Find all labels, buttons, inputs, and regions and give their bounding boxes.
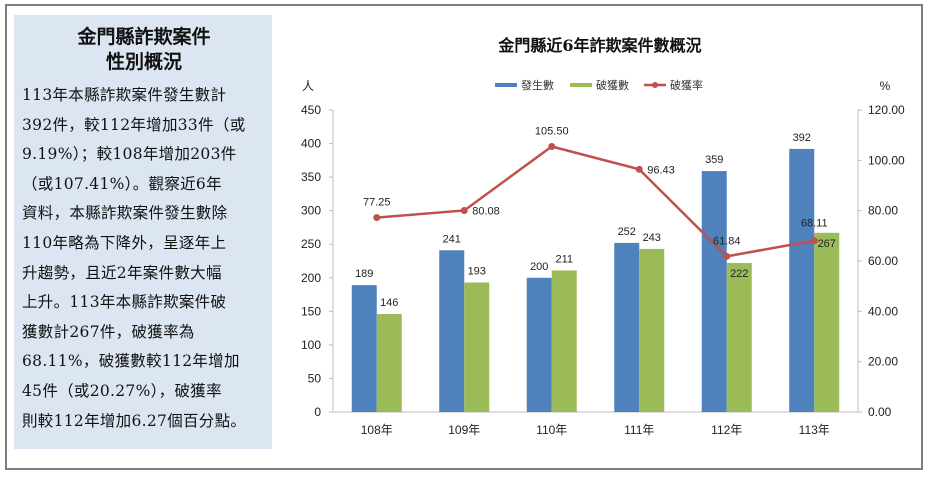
summary-line: 上升。113年本縣詐欺案件破 bbox=[22, 293, 227, 312]
bar-occurrences-label: 189 bbox=[355, 268, 373, 280]
bar-solved bbox=[551, 270, 577, 412]
bar-occurrences-label: 359 bbox=[705, 154, 723, 166]
bar-solved-label: 222 bbox=[730, 268, 748, 280]
rate-marker bbox=[810, 237, 818, 245]
bar-occurrences bbox=[351, 285, 377, 412]
left-axis-tick-label: 0 bbox=[314, 405, 321, 419]
combo-chart: 0 50 100 150 200 250 300 350 400 450 0.00 20.00 40.0… bbox=[301, 78, 905, 437]
legend-label: 破獲數 bbox=[596, 78, 629, 92]
rate-label: 105.50 bbox=[535, 125, 569, 137]
x-axis-category-label: 110年 bbox=[536, 423, 567, 437]
legend-swatch-icon bbox=[495, 83, 517, 87]
bar-solved-label: 193 bbox=[468, 265, 486, 277]
legend-swatch-icon bbox=[570, 83, 592, 87]
x-axis-category-label: 112年 bbox=[711, 423, 742, 437]
x-axis-category-label: 113年 bbox=[799, 423, 830, 437]
legend-label: 發生數 bbox=[521, 78, 554, 92]
right-axis-tick-label: 20.00 bbox=[868, 355, 898, 369]
right-axis-tick-label: 60.00 bbox=[868, 254, 898, 268]
rate-marker bbox=[635, 165, 643, 173]
left-axis-tick-label: 400 bbox=[301, 137, 321, 151]
chart-area: 金門縣近6年詐欺案件數概況 0 50 100 150 200 250 300 350 400 45… bbox=[280, 20, 920, 460]
bar-solved-label: 267 bbox=[818, 238, 836, 250]
rate-marker bbox=[548, 142, 556, 150]
rate-label: 77.25 bbox=[363, 197, 391, 209]
bar-occurrences-label: 241 bbox=[443, 233, 461, 245]
legend-label: 破獲率 bbox=[670, 78, 703, 92]
left-axis-tick-label: 300 bbox=[301, 204, 321, 218]
left-axis-unit: 人 bbox=[302, 79, 314, 93]
rate-label: 80.08 bbox=[472, 205, 500, 217]
left-axis-tick-label: 150 bbox=[301, 304, 321, 318]
right-axis-tick-label: 40.00 bbox=[868, 304, 898, 318]
rate-marker bbox=[460, 206, 468, 214]
rate-label: 68.11 bbox=[801, 218, 828, 230]
left-axis-tick-label: 450 bbox=[301, 103, 321, 117]
summary-title: 金門縣詐欺案件 性別概況 bbox=[22, 25, 266, 75]
bar-occurrences-label: 252 bbox=[618, 226, 636, 238]
rate-label: 61.84 bbox=[713, 235, 741, 247]
rate-line bbox=[376, 145, 815, 258]
chart-title: 金門縣近6年詐欺案件數概況 bbox=[498, 36, 702, 55]
summary-line: 392件，較112年增加33件（或 bbox=[22, 115, 246, 134]
summary-line: （或107.41%）。觀察近6年 bbox=[22, 174, 222, 193]
bar-occurrences bbox=[439, 250, 465, 412]
summary-line: 45件（或20.27%），破獲率 bbox=[22, 381, 222, 400]
summary-text: 113年本縣詐欺案件發生數計 392件，較112年增加33件（或 9.19%）；… bbox=[22, 81, 266, 436]
bar-solved-label: 211 bbox=[555, 253, 573, 265]
rate-marker bbox=[373, 214, 381, 222]
rate-label: 96.43 bbox=[647, 164, 675, 176]
x-axis-category-label: 109年 bbox=[448, 423, 480, 437]
x-axis-category-label: 111年 bbox=[624, 423, 654, 437]
left-axis-tick-label: 350 bbox=[301, 170, 321, 184]
bar-occurrences bbox=[789, 148, 815, 412]
bar-solved bbox=[639, 248, 665, 412]
summary-line: 68.11%，破獲數較112年增加 bbox=[22, 352, 240, 371]
right-axis-tick-label: 100.00 bbox=[868, 153, 905, 167]
summary-line: 110年略為下降外，呈逐年上 bbox=[22, 233, 227, 252]
bar-solved bbox=[464, 282, 490, 412]
summary-line: 資料，本縣詐欺案件發生數除 bbox=[22, 204, 228, 223]
left-axis-tick-label: 200 bbox=[301, 271, 321, 285]
right-axis-tick-label: 80.00 bbox=[868, 204, 898, 218]
left-axis-tick-label: 100 bbox=[301, 338, 321, 352]
summary-panel: 金門縣詐欺案件 性別概況 113年本縣詐欺案件發生數計 392件，較112年增加… bbox=[14, 15, 272, 449]
right-axis-tick-label: 120.00 bbox=[868, 103, 905, 117]
rate-marker bbox=[723, 252, 731, 260]
summary-line: 獲數計267件，破獲率為 bbox=[22, 322, 195, 341]
summary-line: 9.19%）；較108年增加203件 bbox=[22, 145, 237, 164]
bar-solved bbox=[726, 263, 752, 412]
bar-solved-label: 243 bbox=[643, 232, 661, 244]
bar-occurrences-label: 200 bbox=[530, 261, 548, 273]
summary-line: 則較112年增加6.27個百分點。 bbox=[22, 411, 247, 430]
x-axis-category-label: 108年 bbox=[361, 423, 393, 437]
bar-solved-label: 146 bbox=[380, 297, 398, 309]
left-axis-tick-label: 250 bbox=[301, 237, 321, 251]
summary-line: 113年本縣詐欺案件發生數計 bbox=[22, 86, 227, 104]
bar-occurrences bbox=[701, 171, 727, 412]
bar-solved bbox=[376, 314, 402, 412]
bar-solved bbox=[814, 232, 840, 412]
summary-title-line1: 金門縣詐欺案件 bbox=[77, 26, 211, 48]
bar-occurrences bbox=[526, 277, 552, 412]
right-axis-tick-label: 0.00 bbox=[868, 405, 892, 419]
bar-occurrences bbox=[614, 242, 640, 412]
left-axis-tick-label: 50 bbox=[308, 371, 322, 385]
summary-title-line2: 性別概況 bbox=[105, 51, 182, 73]
bar-occurrences-label: 392 bbox=[793, 132, 811, 144]
summary-line: 升趨勢，且近2年案件數大幅 bbox=[22, 263, 222, 282]
legend-rate-marker-icon bbox=[652, 82, 658, 88]
right-axis-unit: % bbox=[880, 79, 891, 93]
